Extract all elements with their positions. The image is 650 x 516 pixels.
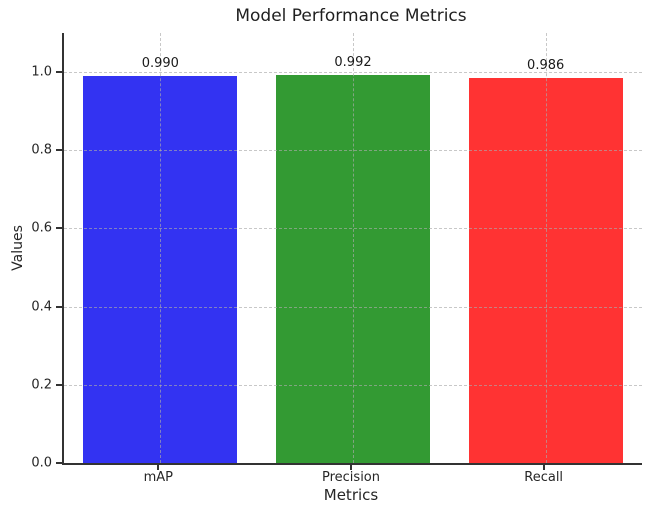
y-tick-mark (56, 383, 62, 386)
y-tick-mark (56, 227, 62, 230)
x-tick-mark (542, 465, 545, 470)
y-tick-label: 0.2 (31, 377, 52, 393)
v-gridline (545, 33, 547, 463)
y-tick-mark (56, 71, 62, 74)
bar-precision (275, 75, 431, 463)
y-tick-label: 0.0 (31, 455, 52, 471)
y-tick-label: 0.8 (31, 142, 52, 158)
y-tick-label: 1.0 (31, 64, 52, 80)
y-tick-mark (56, 149, 62, 152)
x-tick-mark (157, 465, 160, 470)
y-tick-label: 0.6 (31, 220, 52, 236)
v-gridline (160, 33, 162, 463)
x-tick-label: mAP (143, 470, 174, 485)
x-tick-label: Precision (321, 470, 381, 485)
chart-title: Model Performance Metrics (235, 6, 467, 26)
x-axis-label: Metrics (323, 486, 379, 504)
bar-value-label: 0.990 (141, 56, 179, 71)
y-tick-mark (56, 305, 62, 308)
v-gridline (353, 33, 354, 463)
bar-value-label: 0.986 (527, 57, 565, 73)
y-tick-label: 0.4 (31, 299, 52, 315)
bar-value-label: 0.992 (334, 55, 372, 71)
x-tick-label: Recall (524, 470, 564, 485)
plot-area: 0.990 0.992 0.986 (62, 33, 642, 465)
x-tick-mark (350, 465, 352, 470)
y-tick-mark (56, 462, 62, 464)
